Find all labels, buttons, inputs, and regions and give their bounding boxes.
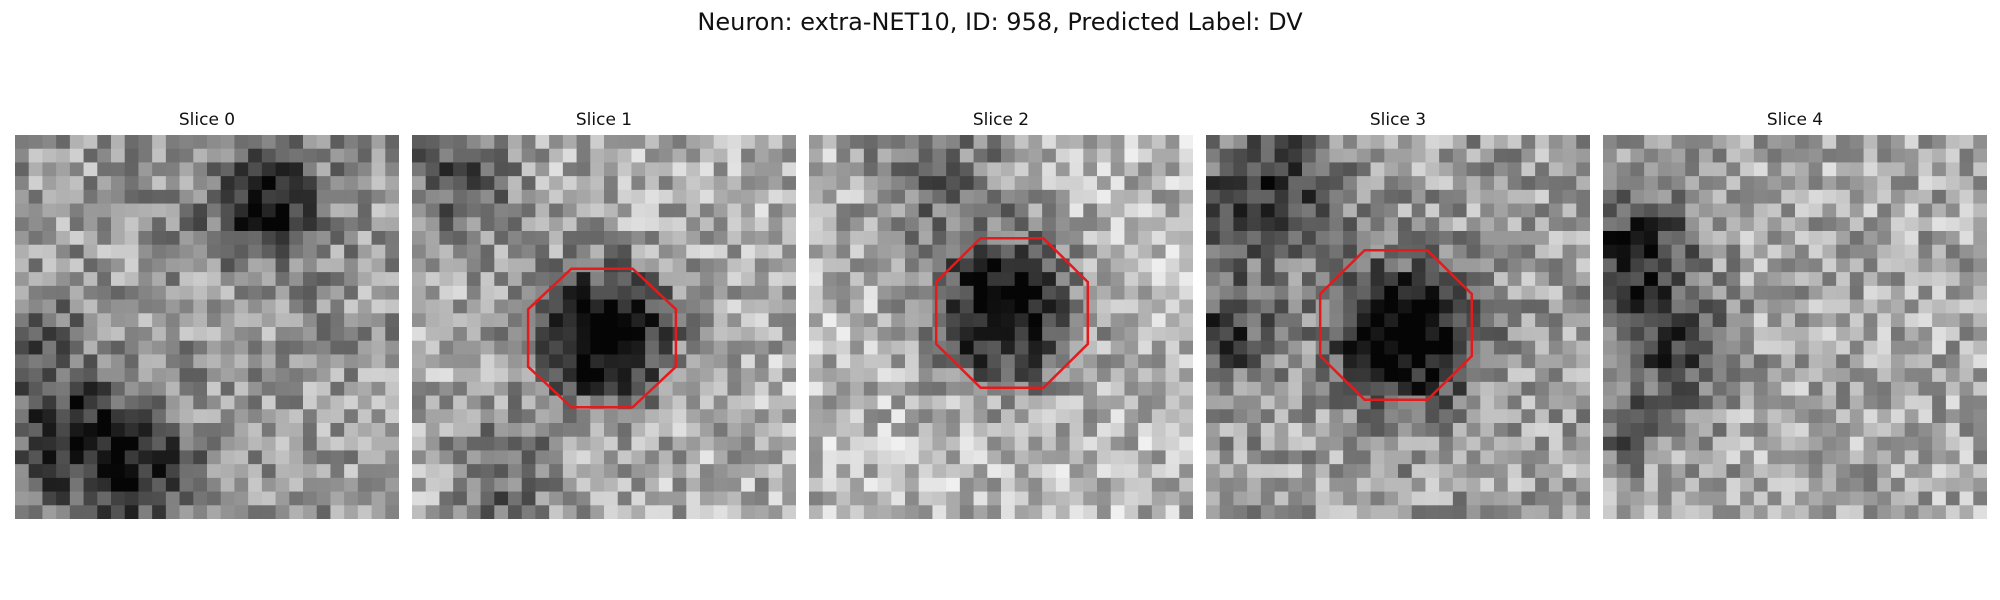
slice-title: Slice 3 [1369,110,1427,130]
roi-outline [934,236,1090,390]
slice-title: Slice 4 [1766,110,1824,130]
slice-panel-3: Slice 3 [1206,108,1590,519]
slice-image [412,135,796,519]
slice-image [1206,135,1590,519]
slice-image [809,135,1193,519]
slice-panel-4: Slice 4 [1603,108,1987,519]
slice-image [1603,135,1987,519]
roi-outline [526,267,678,409]
roi-outline [1318,248,1474,402]
slice-image [15,135,399,519]
slice-panel-0: Slice 0 [15,108,399,519]
slice-title: Slice 2 [972,110,1030,130]
figure-title: Neuron: extra-NET10, ID: 958, Predicted … [697,8,1303,36]
slice-title: Slice 1 [575,110,633,130]
slice-panel-2: Slice 2 [809,108,1193,519]
slice-title: Slice 0 [178,110,236,130]
slice-panel-1: Slice 1 [412,108,796,519]
